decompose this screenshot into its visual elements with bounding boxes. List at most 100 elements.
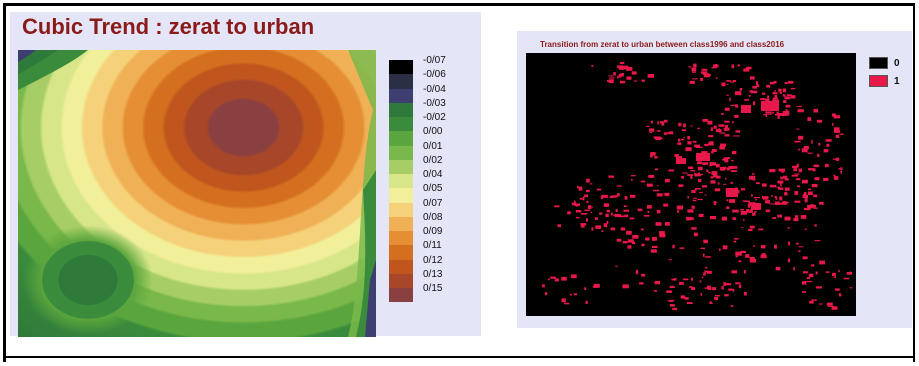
urban-pixel bbox=[806, 280, 813, 283]
urban-pixel bbox=[751, 194, 753, 197]
urban-pixel bbox=[674, 154, 679, 157]
urban-pixel bbox=[709, 141, 714, 146]
urban-pixel bbox=[579, 198, 584, 200]
urban-pixel bbox=[832, 158, 839, 160]
urban-pixel bbox=[817, 119, 822, 123]
colorbar-swatch bbox=[389, 131, 413, 146]
urban-pixel bbox=[616, 185, 622, 187]
urban-pixel bbox=[573, 200, 576, 204]
urban-pixel bbox=[818, 303, 823, 305]
urban-pixel bbox=[783, 175, 788, 179]
urban-pixel bbox=[630, 175, 636, 177]
urban-pixel bbox=[730, 305, 734, 307]
urban-pixel bbox=[745, 66, 752, 70]
urban-pixel bbox=[626, 76, 632, 80]
urban-pixel bbox=[721, 286, 724, 290]
urban-pixel bbox=[711, 150, 714, 154]
urban-pixel bbox=[647, 74, 654, 78]
urban-pixel bbox=[754, 211, 757, 213]
urban-pixel bbox=[838, 293, 842, 297]
urban-pixel bbox=[741, 227, 744, 229]
urban-pixel bbox=[661, 122, 665, 126]
urban-pixel bbox=[728, 166, 734, 170]
urban-pixel bbox=[810, 204, 815, 208]
urban-pixel bbox=[711, 172, 718, 175]
urban-pixel bbox=[831, 306, 838, 310]
urban-patch bbox=[676, 158, 686, 164]
urban-pixel bbox=[799, 137, 803, 139]
urban-pixel bbox=[784, 193, 788, 196]
urban-pixel bbox=[771, 194, 773, 197]
urban-pixel bbox=[740, 250, 746, 254]
urban-pixel bbox=[809, 300, 814, 304]
urban-pixel bbox=[641, 79, 645, 82]
colorbar-label: 0/02 bbox=[423, 154, 443, 166]
urban-pixel bbox=[726, 199, 729, 202]
urban-pixel bbox=[732, 166, 738, 169]
urban-pixel bbox=[715, 129, 722, 133]
urban-pixel bbox=[769, 203, 775, 205]
urban-pixel bbox=[606, 209, 610, 213]
urban-pixel bbox=[771, 112, 774, 114]
urban-pixel bbox=[600, 195, 603, 199]
urban-pixel bbox=[724, 134, 730, 137]
urban-pixel bbox=[704, 270, 708, 273]
urban-pixel bbox=[679, 281, 684, 285]
urban-pixel bbox=[691, 287, 696, 290]
urban-pixel bbox=[554, 278, 559, 282]
urban-pixel bbox=[740, 208, 744, 211]
urban-pixel bbox=[773, 80, 777, 84]
urban-pixel bbox=[777, 115, 780, 119]
urban-pixel bbox=[749, 175, 756, 180]
urban-pixel bbox=[814, 224, 817, 227]
urban-pixel bbox=[762, 196, 764, 199]
colorbar-swatch bbox=[389, 288, 413, 303]
urban-pixel bbox=[811, 299, 817, 301]
urban-pixel bbox=[797, 109, 804, 113]
urban-pixel bbox=[769, 81, 775, 85]
urban-pixel bbox=[748, 228, 753, 232]
urban-pixel bbox=[814, 240, 821, 242]
urban-pixel bbox=[608, 175, 614, 178]
urban-pixel bbox=[725, 177, 727, 180]
urban-pixel bbox=[657, 121, 659, 125]
urban-pixel bbox=[808, 168, 814, 171]
urban-pixel bbox=[796, 105, 803, 107]
urban-pixel bbox=[639, 282, 644, 285]
urban-pixel bbox=[664, 178, 670, 183]
colorbar-swatch bbox=[389, 102, 413, 117]
urban-pixel bbox=[693, 63, 697, 68]
urban-pixel bbox=[782, 88, 787, 93]
colorbar-label: -0/02 bbox=[423, 112, 446, 123]
urban-pixel bbox=[577, 185, 579, 189]
urban-pixel bbox=[755, 198, 757, 201]
urban-pixel bbox=[769, 184, 777, 188]
urban-pixel bbox=[573, 293, 578, 296]
urban-pixel bbox=[802, 179, 808, 184]
urban-pixel bbox=[718, 124, 725, 127]
urban-pixel bbox=[807, 188, 811, 190]
urban-pixel bbox=[690, 170, 696, 172]
urban-pixel bbox=[648, 175, 655, 178]
urban-pixel bbox=[804, 228, 807, 230]
urban-pixel bbox=[678, 184, 684, 187]
legend-swatch-1 bbox=[869, 75, 888, 87]
urban-pixel bbox=[671, 278, 675, 281]
urban-pixel bbox=[707, 285, 711, 290]
urban-pixel bbox=[782, 94, 786, 97]
colorbar-swatch bbox=[389, 88, 413, 103]
urban-pixel bbox=[735, 255, 739, 258]
urban-pixel bbox=[740, 211, 747, 215]
urban-pixel bbox=[721, 216, 727, 221]
urban-pixel bbox=[623, 209, 630, 212]
urban-pixel bbox=[775, 197, 778, 200]
urban-pixel bbox=[608, 79, 614, 84]
urban-pixel bbox=[624, 196, 628, 200]
urban-pixel bbox=[630, 194, 636, 198]
legend-label-0: 0 bbox=[894, 57, 900, 69]
urban-pixel bbox=[711, 67, 717, 69]
colorbar-label: -0/07 bbox=[423, 55, 446, 66]
urban-pixel bbox=[777, 214, 782, 218]
urban-pixel bbox=[622, 240, 628, 244]
urban-pixel bbox=[616, 238, 622, 242]
